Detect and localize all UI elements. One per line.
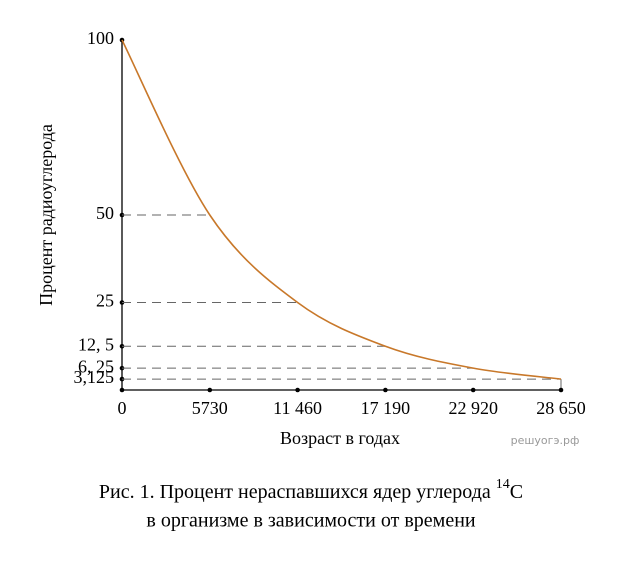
x-tick: [207, 387, 213, 393]
x-tick: [295, 387, 300, 393]
x-tick-label: 0: [118, 398, 127, 418]
decay-curve: [121, 39, 562, 380]
caption-superscript: 14: [496, 477, 510, 492]
x-tick-label: 28 650: [536, 398, 586, 418]
x-tick: [470, 387, 476, 393]
x-tick-label: 5730: [192, 398, 228, 418]
y-tick-label: 25: [96, 291, 114, 311]
x-axis-label: Возраст в годах: [280, 428, 400, 448]
x-tick-label: 11 460: [273, 398, 322, 418]
y-tick-label: 6, 25: [78, 356, 114, 376]
caption-line: Рис. 1. Процент нераспавшихся ядер углер…: [99, 477, 523, 502]
y-tick-label: 3,125: [74, 367, 115, 387]
watermark: решуогэ.рф: [511, 434, 580, 447]
y-tick-label: 100: [87, 28, 114, 48]
caption-text: C: [510, 481, 523, 503]
y-tick-label: 12, 5: [78, 334, 114, 354]
y-axis-label: Процент радиоуглерода: [36, 124, 56, 306]
y-tick-label: 50: [96, 203, 114, 223]
caption-line: в организме в зависимости от времени: [146, 510, 476, 532]
x-tick: [119, 387, 125, 393]
x-tick: [383, 387, 388, 393]
caption-text: Рис. 1. Процент нераспавшихся ядер углер…: [99, 481, 496, 503]
x-tick-label: 17 190: [361, 398, 411, 418]
x-tick-label: 22 920: [448, 398, 498, 418]
x-tick: [558, 387, 564, 393]
